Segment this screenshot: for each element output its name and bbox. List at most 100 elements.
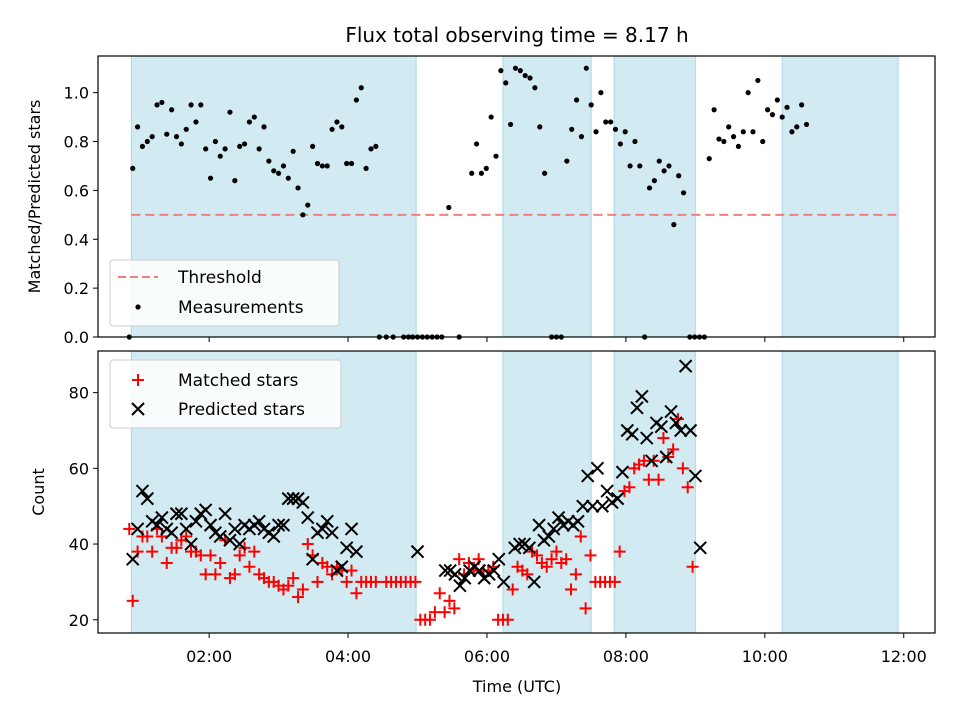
matched-star-point bbox=[506, 583, 519, 596]
measurement-point bbox=[469, 170, 475, 176]
predicted-star-point bbox=[640, 431, 654, 445]
predicted-star-point bbox=[339, 541, 354, 555]
matched-star-point bbox=[652, 473, 665, 486]
measurement-point bbox=[799, 102, 805, 108]
matched-star-point bbox=[287, 572, 300, 585]
measurement-point bbox=[789, 129, 795, 135]
matched-star-point bbox=[540, 560, 553, 573]
x-b bbox=[179, 522, 193, 536]
predicted-star-point bbox=[659, 450, 673, 464]
predicted-star-point bbox=[252, 514, 266, 529]
x-b bbox=[674, 423, 688, 438]
matched-star-point bbox=[657, 432, 670, 445]
measurement-point bbox=[363, 165, 369, 171]
x-b bbox=[688, 469, 703, 483]
predicted-star-point bbox=[654, 419, 669, 434]
x-b bbox=[150, 518, 164, 532]
predicted-star-point bbox=[635, 389, 649, 404]
count-panel-points bbox=[123, 359, 707, 626]
predicted-star-point bbox=[228, 522, 242, 536]
measurement-point bbox=[154, 102, 160, 108]
predicted-star-point bbox=[576, 499, 590, 513]
predicted-star-point bbox=[232, 537, 247, 551]
matched-star-point bbox=[214, 556, 227, 569]
predicted-star-point bbox=[276, 518, 291, 532]
measurement-point bbox=[598, 90, 604, 96]
measurement-point bbox=[603, 119, 609, 125]
x-b bbox=[487, 563, 501, 578]
predicted-star-point bbox=[267, 529, 281, 544]
measurement-point bbox=[527, 75, 533, 81]
x-b bbox=[610, 491, 625, 506]
measurement-point bbox=[503, 80, 509, 86]
measurement-point bbox=[671, 222, 677, 228]
measurement-point bbox=[183, 126, 189, 132]
matched-star-point bbox=[560, 553, 573, 566]
measurement-point bbox=[198, 102, 204, 108]
predicted-star-point bbox=[522, 541, 537, 555]
measurement-point bbox=[290, 148, 296, 154]
x-b bbox=[228, 522, 242, 536]
matched-star-point bbox=[369, 575, 382, 588]
x-b bbox=[232, 537, 247, 551]
predicted-star-point bbox=[198, 503, 213, 517]
measurement-point bbox=[324, 163, 330, 169]
matched-star-point bbox=[209, 568, 222, 581]
measurement-point bbox=[280, 163, 287, 169]
measurement-point bbox=[676, 173, 682, 179]
count-panel-legend: Matched stars Predicted stars bbox=[109, 359, 342, 429]
measurement-point bbox=[769, 112, 776, 118]
predicted-star-point bbox=[305, 552, 320, 566]
measurement-point bbox=[310, 143, 316, 150]
x-b bbox=[625, 427, 639, 441]
predicted-star-point bbox=[688, 469, 703, 483]
predicted-star-point bbox=[140, 491, 155, 506]
x-b bbox=[267, 529, 281, 544]
x-b bbox=[198, 503, 213, 517]
x-b bbox=[252, 514, 266, 529]
y-tick-label: 0.2 bbox=[64, 279, 89, 298]
measurement-point bbox=[256, 146, 262, 152]
measurement-point bbox=[578, 134, 585, 140]
matched-star-point bbox=[170, 541, 183, 554]
predicted-star-point bbox=[448, 567, 462, 582]
predicted-star-point bbox=[678, 359, 693, 373]
ratio-panel-x-ticks bbox=[208, 337, 905, 342]
matched-star-point bbox=[584, 549, 597, 562]
measurement-point bbox=[803, 121, 810, 128]
y-tick-label: 20 bbox=[69, 611, 89, 630]
matched-star-point bbox=[311, 575, 324, 588]
x-b bbox=[590, 461, 605, 476]
matched-star-point bbox=[671, 413, 684, 426]
matched-star-point bbox=[521, 568, 534, 581]
matched-star-point bbox=[409, 575, 422, 588]
predicted-star-point bbox=[644, 454, 659, 468]
matched-star-point bbox=[550, 545, 563, 558]
matched-star-point bbox=[608, 575, 621, 588]
x-b bbox=[286, 491, 300, 506]
x-b bbox=[580, 469, 595, 483]
predicted-star-point bbox=[585, 499, 600, 513]
predicted-star-point bbox=[458, 571, 472, 585]
measurement-point bbox=[314, 160, 321, 167]
measurement-point bbox=[726, 124, 732, 130]
measurement-point bbox=[730, 134, 737, 140]
matched-star-point bbox=[233, 549, 246, 562]
observing-interval bbox=[613, 55, 696, 338]
x-b bbox=[296, 495, 310, 510]
x-b bbox=[654, 419, 669, 434]
x-axis-label: Time (UTC) bbox=[472, 677, 561, 696]
x-tick-label: 04:00 bbox=[325, 647, 371, 666]
predicted-star-point bbox=[438, 563, 453, 578]
measurement-point bbox=[353, 97, 359, 103]
predicted-star-point bbox=[580, 469, 595, 483]
matched-star-point bbox=[647, 454, 660, 467]
x-b bbox=[527, 575, 541, 589]
predicted-star-point bbox=[453, 578, 467, 593]
x-b bbox=[130, 522, 145, 536]
predicted-star-point bbox=[600, 484, 614, 498]
predicted-star-point bbox=[281, 491, 296, 506]
measurement-point bbox=[755, 77, 761, 84]
x-b bbox=[492, 552, 506, 566]
measurement-point bbox=[740, 129, 746, 135]
